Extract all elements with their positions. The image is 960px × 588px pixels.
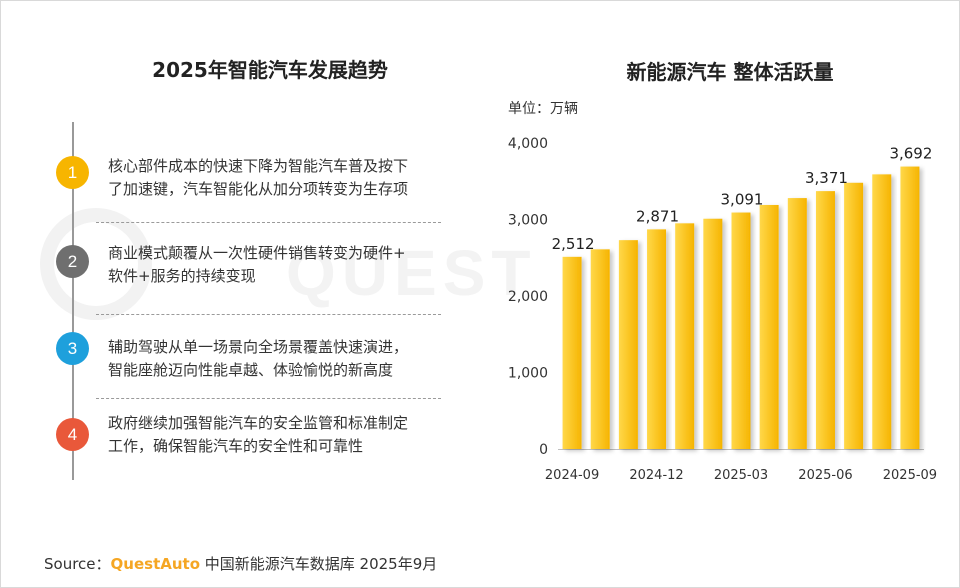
bar-2024-12 <box>647 229 667 449</box>
chart-title: 新能源汽车 整体活跃量 <box>626 60 834 84</box>
source-text: 中国新能源汽车数据库 2025年9月 <box>204 555 438 573</box>
trend-text-3-line2: 智能座舱迈向性能卓越、体验愉悦的新高度 <box>108 361 394 379</box>
bar-2025-02 <box>703 218 723 449</box>
trends-title: 2025年智能汽车发展趋势 <box>152 58 388 82</box>
bar-2025-03 <box>731 212 751 449</box>
trend-text-4-line1: 政府继续加强智能汽车的安全监管和标准制定 <box>108 414 409 432</box>
bar-2025-07 <box>844 182 864 449</box>
trend-text-3: 辅助驾驶从单一场景向全场景覆盖快速演进， 智能座舱迈向性能卓越、体验愉悦的新高度 <box>108 336 448 382</box>
data-label: 3,371 <box>805 169 848 187</box>
chart-unit-label: 单位：万辆 <box>508 101 578 117</box>
bar-2025-06 <box>815 191 835 449</box>
x-tick-label: 2024-09 <box>545 468 599 483</box>
trend-text-2: 商业模式颠覆从一次性硬件销售转变为硬件+ 软件+服务的持续变现 <box>108 242 448 288</box>
trend-text-2-line1: 商业模式颠覆从一次性硬件销售转变为硬件+ <box>108 244 406 262</box>
y-tick-label: 3,000 <box>508 213 548 229</box>
x-tick-label: 2025-09 <box>883 468 937 483</box>
trend-badge-4: 4 <box>56 418 89 451</box>
data-label: 2,871 <box>636 207 679 225</box>
trend-badge-1: 1 <box>56 156 89 189</box>
bar-2025-08 <box>872 174 892 450</box>
data-label: 3,091 <box>721 191 764 209</box>
trend-text-2-line2: 软件+服务的持续变现 <box>108 267 256 285</box>
trend-text-1-line2: 了加速键，汽车智能化从加分项转变为生存项 <box>108 180 409 198</box>
bar-2024-11 <box>618 240 638 449</box>
y-tick-label: 1,000 <box>508 366 548 382</box>
trend-text-4: 政府继续加强智能汽车的安全监管和标准制定 工作，确保智能汽车的安全性和可靠性 <box>108 412 448 458</box>
trend-badge-3: 3 <box>56 332 89 365</box>
y-tick-label: 4,000 <box>508 136 548 152</box>
trend-text-1: 核心部件成本的快速下降为智能汽车普及按下 了加速键，汽车智能化从加分项转变为生存… <box>108 155 448 201</box>
bar-2025-01 <box>675 223 695 449</box>
data-label: 2,512 <box>552 235 595 253</box>
trend-badge-2: 2 <box>56 245 89 278</box>
trend-text-4-line2: 工作，确保智能汽车的安全性和可靠性 <box>108 437 364 455</box>
x-tick-label: 2025-06 <box>798 468 852 483</box>
source-line: Source：QuestAuto 中国新能源汽车数据库 2025年9月 <box>44 553 437 574</box>
source-brand: QuestAuto <box>110 555 200 573</box>
watermark-text: QUEST <box>286 237 537 309</box>
x-tick-label: 2024-12 <box>629 468 683 483</box>
y-tick-label: 0 <box>539 442 548 458</box>
trend-divider <box>96 398 441 399</box>
bar-2025-04 <box>759 204 779 449</box>
data-label: 3,692 <box>889 145 932 163</box>
x-tick-label: 2025-03 <box>714 468 768 483</box>
y-tick-label: 2,000 <box>508 289 548 305</box>
bar-2025-09 <box>900 166 920 449</box>
timeline-line <box>72 122 74 480</box>
bar-2024-10 <box>590 249 610 449</box>
trend-text-1-line1: 核心部件成本的快速下降为智能汽车普及按下 <box>108 157 409 175</box>
trend-divider <box>96 314 441 315</box>
trend-divider <box>96 222 441 223</box>
bar-2025-05 <box>787 198 807 449</box>
bar-2024-09 <box>562 256 582 449</box>
source-prefix: Source： <box>44 555 111 573</box>
trend-text-3-line1: 辅助驾驶从单一场景向全场景覆盖快速演进， <box>108 338 409 356</box>
